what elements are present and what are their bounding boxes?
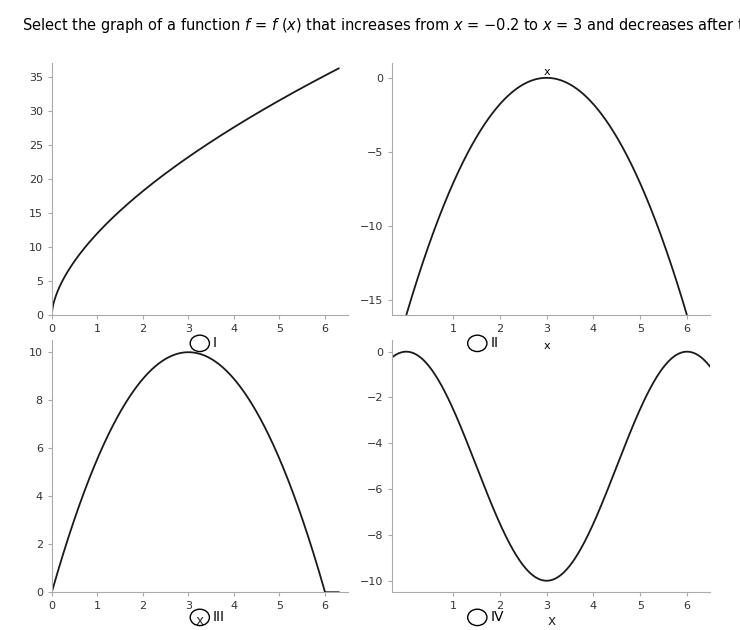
Text: III: III — [213, 610, 225, 624]
Text: Select the graph of a function $f$ = $f$ ($x$) that increases from $x$ = −0.2 to: Select the graph of a function $f$ = $f$… — [22, 16, 740, 35]
Text: I: I — [213, 336, 217, 350]
X-axis label: x: x — [547, 614, 556, 628]
X-axis label: x: x — [195, 614, 204, 628]
X-axis label: x: x — [547, 337, 556, 351]
Text: x: x — [543, 67, 550, 77]
X-axis label: x: x — [195, 337, 204, 351]
Text: IV: IV — [491, 610, 504, 624]
Text: x: x — [543, 341, 550, 351]
Text: II: II — [491, 336, 499, 350]
